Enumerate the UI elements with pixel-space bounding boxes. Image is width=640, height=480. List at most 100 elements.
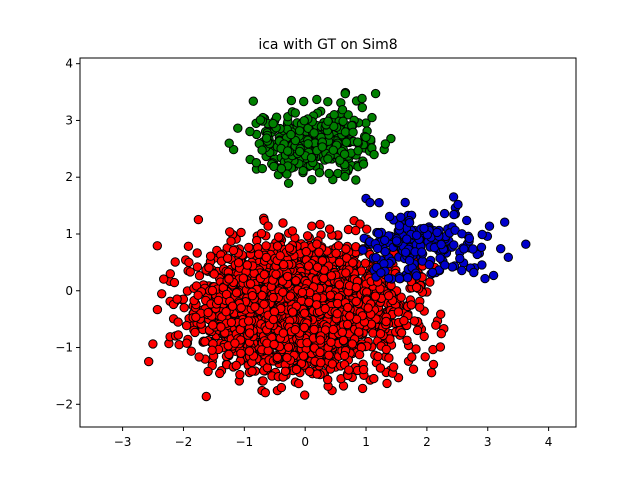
data-point — [257, 290, 267, 301]
data-point — [233, 123, 243, 133]
data-point — [411, 230, 422, 241]
data-point — [362, 224, 372, 234]
data-point — [462, 215, 472, 226]
data-point — [315, 335, 325, 345]
data-point — [375, 363, 386, 373]
data-point — [453, 199, 463, 210]
data-point — [394, 221, 405, 231]
data-point — [299, 96, 309, 107]
data-point — [319, 273, 329, 283]
data-point — [455, 253, 465, 264]
data-point — [144, 356, 154, 367]
data-point — [247, 366, 257, 376]
data-point — [358, 159, 369, 169]
x-tick-label: 4 — [545, 435, 553, 449]
data-point — [400, 247, 411, 258]
data-point — [480, 273, 490, 284]
data-point — [191, 312, 201, 322]
data-point — [278, 287, 288, 297]
data-point — [194, 271, 205, 281]
data-point — [179, 303, 189, 313]
data-point — [230, 338, 240, 348]
data-point — [231, 288, 242, 298]
data-point — [157, 289, 167, 299]
data-point — [278, 218, 288, 228]
data-point — [329, 110, 339, 120]
data-point — [391, 236, 402, 246]
data-point — [297, 287, 308, 298]
data-point — [496, 244, 506, 254]
data-point — [193, 214, 204, 225]
data-point — [312, 262, 323, 272]
y-tick-label: 1 — [65, 227, 73, 241]
chart-title: ica with GT on Sim8 — [258, 37, 397, 53]
data-point — [367, 112, 377, 123]
data-point — [307, 221, 317, 231]
data-point — [361, 132, 371, 143]
data-point — [208, 320, 218, 330]
data-point — [326, 337, 336, 347]
data-point — [282, 353, 292, 363]
data-point — [269, 339, 279, 350]
data-point — [417, 247, 427, 257]
data-point — [299, 322, 309, 333]
data-point — [290, 325, 300, 335]
data-point — [222, 253, 233, 263]
data-point — [457, 229, 467, 239]
data-point — [381, 316, 391, 327]
data-point — [357, 383, 368, 394]
data-point — [295, 146, 305, 157]
data-point — [286, 95, 297, 106]
data-point — [358, 364, 369, 375]
plot-frame — [79, 57, 577, 428]
data-point — [447, 262, 457, 272]
data-point — [449, 209, 459, 220]
data-point — [242, 260, 253, 270]
data-point — [245, 279, 256, 289]
data-point — [256, 228, 267, 239]
data-point — [304, 297, 314, 307]
data-point — [259, 299, 269, 309]
data-point — [404, 255, 415, 266]
data-point — [272, 241, 283, 251]
data-point — [323, 97, 333, 107]
data-point — [283, 178, 294, 189]
data-point — [400, 197, 410, 208]
data-point — [302, 231, 313, 241]
data-point — [317, 142, 327, 152]
data-point — [351, 296, 361, 307]
data-point — [407, 352, 417, 362]
data-point — [323, 154, 333, 164]
data-point — [369, 373, 379, 384]
data-point — [402, 335, 412, 345]
data-point — [302, 338, 312, 348]
data-point — [326, 271, 337, 281]
data-point — [300, 390, 310, 400]
data-point — [201, 391, 212, 402]
data-point — [327, 359, 337, 369]
data-point — [354, 350, 365, 360]
data-point — [262, 363, 273, 373]
data-point — [323, 116, 333, 126]
data-point — [332, 309, 342, 319]
data-point — [384, 353, 394, 363]
data-point — [324, 350, 334, 360]
data-point — [353, 146, 363, 156]
data-point — [192, 248, 202, 258]
data-point — [365, 197, 375, 208]
x-tick-label: −2 — [175, 435, 193, 449]
data-point — [477, 229, 487, 240]
data-point — [317, 256, 328, 266]
data-point — [373, 351, 383, 362]
data-point — [334, 257, 345, 267]
data-point — [328, 324, 338, 335]
data-point — [464, 233, 475, 244]
data-point — [309, 324, 319, 335]
data-point — [263, 221, 273, 231]
data-point — [152, 304, 163, 315]
y-tick-label: 2 — [65, 170, 73, 184]
data-point — [324, 224, 335, 234]
data-point — [278, 328, 288, 338]
x-tick-label: 0 — [301, 435, 309, 449]
